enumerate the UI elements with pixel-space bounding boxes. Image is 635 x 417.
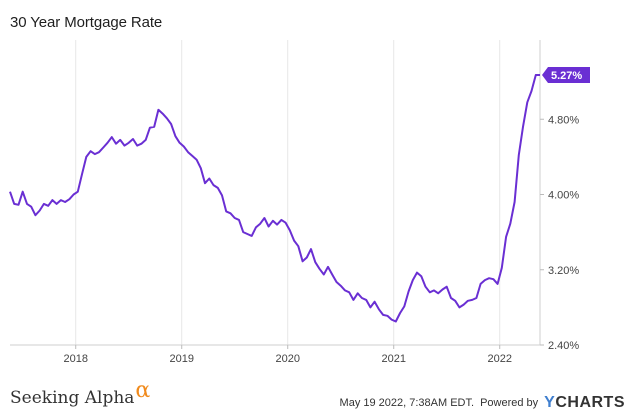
x-tick-label: 2019	[169, 353, 193, 365]
ycharts-logo[interactable]: YCHARTS	[544, 394, 625, 412]
x-tick-label: 2022	[487, 353, 511, 365]
seeking-alpha-brand: Seeking Alpha	[10, 388, 135, 408]
ycharts-y-icon: Y	[544, 394, 556, 411]
y-tick-label: 4.80%	[548, 114, 579, 126]
mortgage-rate-line	[9, 74, 540, 323]
seeking-alpha-logo: Seeking Alphaα	[10, 378, 150, 409]
series-layer	[9, 74, 540, 323]
timestamp: May 19 2022, 7:38AM EDT.	[339, 397, 475, 409]
x-tick-label: 2021	[381, 353, 405, 365]
alpha-icon: α	[135, 378, 151, 403]
last-value-badge-shape	[542, 67, 590, 84]
chart-title: 30 Year Mortgage Rate	[10, 14, 163, 31]
axes: 2018 2019 2020 2021 2022 2.40% 3.20% 4.00% 4.80%	[10, 40, 579, 365]
last-value-label: 5.27%	[551, 70, 582, 82]
powered-by-label: Powered by	[480, 397, 539, 409]
y-tick-label: 2.40%	[548, 340, 579, 352]
ycharts-wordmark: CHARTS	[555, 394, 625, 411]
grid	[75, 40, 501, 345]
x-tick-label: 2018	[63, 353, 87, 365]
y-tick-label: 3.20%	[548, 265, 579, 277]
x-tick-label: 2020	[275, 353, 299, 365]
y-tick-label: 4.00%	[548, 190, 579, 202]
last-value-badge: 5.27%	[542, 67, 590, 84]
footer-credits: May 19 2022, 7:38AM EDT. Powered by YCHA…	[340, 394, 625, 412]
